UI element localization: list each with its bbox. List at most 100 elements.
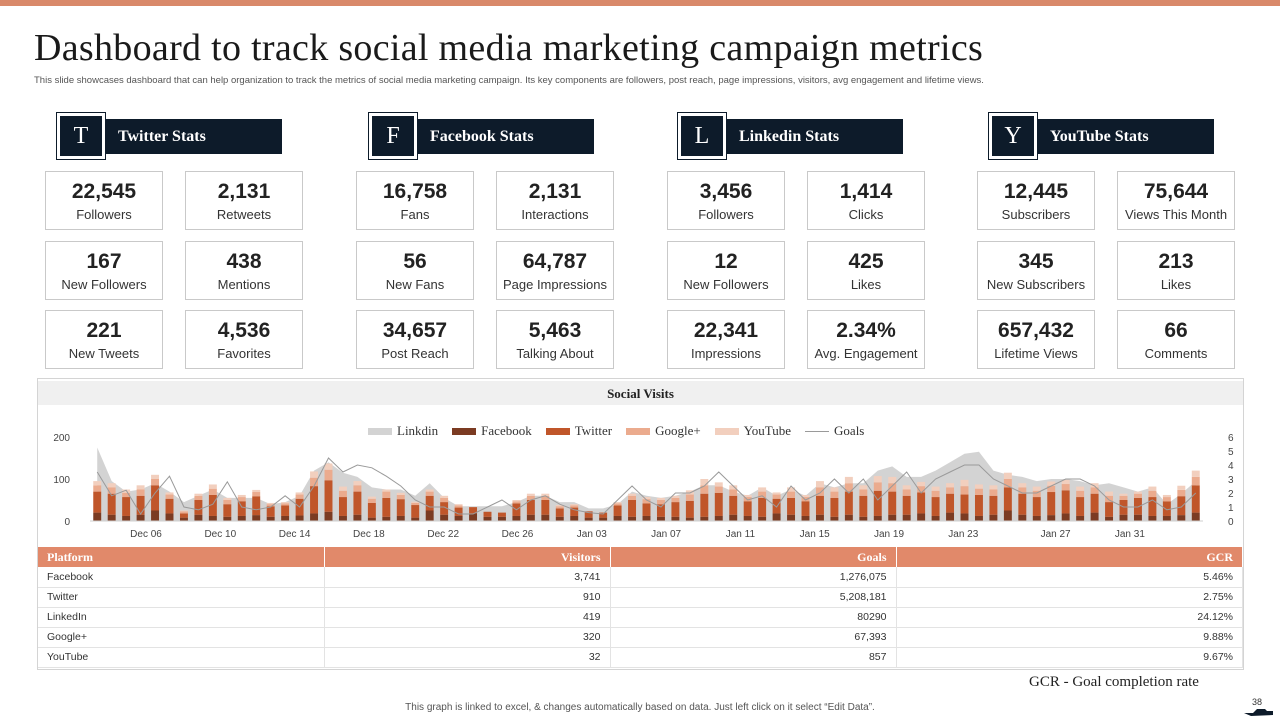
bar-twitter — [454, 507, 463, 516]
stat-label: Post Reach — [381, 346, 449, 361]
stat-card: 56 New Fans — [356, 241, 474, 300]
bar-googleplus — [787, 491, 796, 498]
cell-gcr: 9.67% — [896, 647, 1243, 668]
bar-youtube — [656, 497, 665, 500]
stat-label: New Tweets — [68, 346, 140, 361]
stat-label: Interactions — [521, 207, 589, 222]
bar-facebook — [1105, 516, 1114, 521]
column-header-gcr: GCR — [896, 547, 1243, 567]
stat-value: 12,445 — [1003, 180, 1069, 203]
bar-twitter — [1003, 487, 1012, 511]
bar-facebook — [989, 514, 998, 521]
bar-twitter — [815, 495, 824, 515]
bar-twitter — [367, 502, 376, 518]
bar-googleplus — [151, 479, 160, 486]
bar-googleplus — [685, 494, 694, 501]
page-title: Dashboard to track social media marketin… — [34, 27, 984, 69]
cell-platform: LinkedIn — [38, 607, 325, 628]
bar-youtube — [685, 490, 694, 495]
stat-value: 34,657 — [382, 319, 448, 342]
bar-youtube — [1047, 481, 1056, 486]
stat-card: 2.34% Avg. Engagement — [807, 310, 925, 369]
bar-youtube — [367, 496, 376, 499]
bar-googleplus — [1119, 495, 1128, 500]
bar-youtube — [107, 483, 116, 488]
footer-note: This graph is linked to excel, & changes… — [405, 702, 875, 713]
stat-card: 12,445 Subscribers — [977, 171, 1095, 230]
bar-googleplus — [700, 485, 709, 494]
bar-twitter — [396, 499, 405, 516]
bar-facebook — [266, 516, 275, 521]
stat-value: 5,463 — [528, 319, 582, 342]
bar-googleplus — [729, 489, 738, 496]
bar-facebook — [1191, 512, 1200, 521]
legend-line — [805, 430, 830, 432]
x-tick-label: Jan 03 — [577, 529, 607, 540]
bar-youtube — [295, 492, 304, 495]
bar-facebook — [700, 516, 709, 521]
bar-facebook — [584, 517, 593, 521]
bar-googleplus — [946, 487, 955, 494]
linkedin-letter-icon: L — [677, 112, 727, 160]
bar-facebook — [483, 516, 492, 521]
page-subtitle: This slide showcases dashboard that can … — [34, 75, 984, 86]
bar-facebook — [1018, 514, 1027, 521]
bar-youtube — [873, 476, 882, 483]
legend-item-linkdin: Linkdin — [368, 423, 438, 439]
stat-value: 16,758 — [382, 180, 448, 203]
legend-item-youtube: YouTube — [714, 423, 791, 439]
stat-value: 66 — [1164, 319, 1188, 342]
bar-facebook — [151, 510, 160, 521]
bar-youtube — [787, 487, 796, 492]
bar-facebook — [165, 513, 174, 521]
bar-twitter — [1148, 497, 1157, 516]
bar-twitter — [888, 491, 897, 515]
table-row: YouTube 32 857 9.67% — [38, 647, 1243, 668]
stat-value: 4,536 — [217, 319, 271, 342]
facebook-stats-title: Facebook Stats — [430, 128, 534, 145]
bar-facebook — [1032, 515, 1041, 521]
bar-twitter — [685, 500, 694, 518]
bar-facebook — [801, 515, 810, 521]
bar-googleplus — [208, 488, 217, 495]
stat-label: Followers — [698, 207, 754, 222]
x-tick-label: Jan 27 — [1041, 529, 1071, 540]
bar-googleplus — [555, 506, 564, 509]
y2-tick-label: 4 — [1228, 461, 1234, 472]
bar-twitter — [613, 505, 622, 516]
stat-card: 425 Likes — [807, 241, 925, 300]
bar-twitter — [107, 493, 116, 515]
stat-value: 56 — [403, 250, 427, 273]
bar-youtube — [714, 482, 723, 487]
bar-twitter — [1177, 496, 1186, 516]
bar-googleplus — [628, 495, 637, 500]
bar-facebook — [888, 514, 897, 521]
stat-label: New Subscribers — [986, 277, 1086, 292]
stat-label: New Fans — [385, 277, 445, 292]
legend-swatch — [452, 427, 477, 435]
table-row: Facebook 3,741 1,276,075 5.46% — [38, 567, 1243, 588]
y2-tick-label: 3 — [1228, 475, 1234, 486]
bar-facebook — [772, 513, 781, 521]
bar-twitter — [671, 502, 680, 517]
cell-platform: Google+ — [38, 627, 325, 648]
bar-googleplus — [1162, 497, 1171, 502]
legend-item-googleplus: Google+ — [626, 423, 701, 439]
table-header-row: Platform Visitors Goals GCR — [38, 547, 1243, 567]
stat-label: Clicks — [848, 207, 884, 222]
x-tick-label: Jan 23 — [948, 529, 978, 540]
stat-card: 66 Comments — [1117, 310, 1235, 369]
bar-facebook — [787, 514, 796, 521]
bar-facebook — [194, 514, 203, 521]
bar-twitter — [555, 508, 564, 517]
bar-twitter — [1018, 493, 1027, 515]
bar-twitter — [758, 497, 767, 517]
bar-facebook — [1047, 515, 1056, 521]
table-row: LinkedIn 419 80290 24.12% — [38, 607, 1243, 628]
bar-twitter — [946, 493, 955, 513]
y2-tick-label: 0 — [1228, 517, 1234, 528]
bar-facebook — [873, 515, 882, 521]
y2-tick-label: 5 — [1228, 447, 1234, 458]
bar-googleplus — [960, 486, 969, 495]
linkedin-stats-title: Linkedin Stats — [739, 128, 840, 145]
